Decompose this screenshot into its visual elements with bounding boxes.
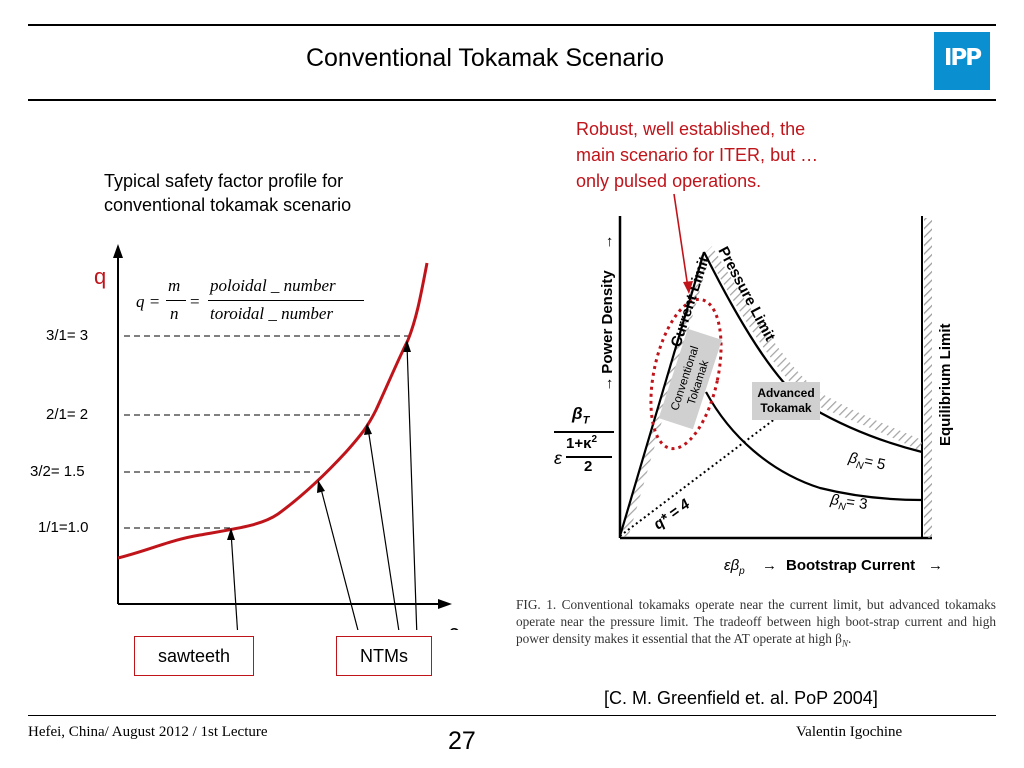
beta-t-bar: [554, 431, 614, 433]
ntm-arrow-2: [367, 427, 400, 630]
q-profile-curve: [117, 262, 429, 560]
formula-lhs: q =: [136, 292, 161, 311]
scenario-note: Robust, well established, the main scena…: [576, 116, 906, 194]
ntms-callout: NTMs: [336, 636, 432, 676]
scenario-note-line3: only pulsed operations.: [576, 171, 762, 191]
beta-t-label: βT: [572, 404, 590, 427]
pressure-limit-hatch: [706, 246, 922, 452]
diagram-x-axis-label-prefix: εβp: [724, 557, 745, 577]
epsilon-label: ε: [554, 448, 562, 468]
q-profile-plot: q ρ: [94, 244, 461, 630]
y-axis-arrow: [113, 244, 123, 258]
ipp-logo: IPP: [934, 32, 990, 90]
formula-den2: toroidal _ number: [210, 304, 334, 323]
slide-title: Conventional Tokamak Scenario: [305, 44, 665, 72]
formula-eq: =: [190, 292, 200, 311]
figure-caption: FIG. 1. Conventional tokamaks operate ne…: [516, 597, 996, 649]
profile-caption-line2: conventional tokamak scenario: [104, 195, 352, 215]
ntm-arrow-3: [406, 344, 418, 630]
diagram-x-axis-label: Bootstrap Current: [786, 557, 915, 574]
note-pointer: [673, 193, 693, 294]
formula-num1: m: [168, 276, 181, 295]
x-axis-arrow-glyph-2: →: [928, 557, 943, 574]
ntm-arrowhead-2: [364, 423, 372, 435]
top-rule: [28, 24, 996, 26]
operating-space-diagram: Conventional Tokamak Advanced Tokamak Cu…: [599, 216, 954, 577]
kappa-bar: [566, 456, 612, 458]
level-label-1-5: 3/2= 1.5: [30, 463, 85, 480]
current-limit-hatch: [620, 252, 710, 538]
ntm-arrow-1-5: [319, 484, 359, 630]
kappa-den: 2: [584, 458, 593, 475]
level-label-2: 2/1= 2: [46, 406, 89, 423]
advanced-label-line2: Tokamak: [760, 401, 811, 415]
profile-caption-line1: Typical safety factor profile for: [104, 171, 344, 191]
advanced-label-line1: Advanced: [757, 386, 814, 400]
equilibrium-limit-label: Equilibrium Limit: [937, 323, 954, 446]
x-axis-arrow: [438, 599, 452, 609]
sawteeth-callout: sawteeth: [134, 636, 254, 676]
footer-rule: [28, 715, 996, 716]
beta-normalization-label: βT ε 1+κ2 2: [540, 400, 616, 484]
formula-bar2: [208, 300, 364, 301]
citation: [C. M. Greenfield et. al. PoP 2004]: [604, 688, 878, 708]
sawteeth-arrowhead: [227, 528, 235, 540]
page-number: 27: [448, 727, 476, 755]
conventional-box: [658, 328, 722, 430]
current-limit-line: [618, 251, 706, 537]
footer-left: Hefei, China/ August 2012 / 1st Lecture: [28, 724, 268, 740]
profile-caption: Typical safety factor profile for conven…: [104, 169, 434, 217]
betaN3-label: βN= 3: [828, 491, 869, 516]
ntm-arrowhead-3: [403, 340, 411, 352]
conventional-ellipse: [649, 297, 723, 451]
sawteeth-arrow: [230, 531, 239, 630]
header-rule: [28, 99, 996, 101]
diagram-y-axis-label: Power Density: [599, 270, 616, 374]
advanced-box: [752, 382, 820, 420]
y-axis-arrow-glyph-top: →: [599, 235, 616, 250]
q4-label: q* = 4: [650, 495, 693, 533]
equilibrium-hatch: [924, 218, 932, 538]
y-axis-arrow-glyph: →: [599, 377, 616, 392]
footer-author: Valentin Igochine: [796, 724, 903, 740]
y-axis-label: q: [94, 264, 106, 289]
ntm-arrowhead-1-5: [317, 480, 325, 493]
kappa-label: 1+κ2: [566, 434, 598, 452]
scenario-note-line2: main scenario for ITER, but …: [576, 145, 819, 165]
formula-num2: poloidal _ number: [210, 276, 336, 295]
x-axis-label: ρ: [448, 620, 461, 630]
q-formula: q = m n = poloidal _ number toroidal _ n…: [136, 276, 376, 328]
scenario-note-line1: Robust, well established, the: [576, 119, 806, 139]
level-label-3: 3/1= 3: [46, 327, 89, 344]
betaN3-curve: [705, 391, 923, 502]
betaN5-label: βN= 5: [846, 449, 887, 476]
level-label-1: 1/1=1.0: [38, 519, 89, 536]
formula-den1: n: [170, 304, 179, 323]
formula-bar1: [166, 300, 186, 301]
x-axis-arrow-glyph-1: →: [762, 557, 777, 574]
q4-line: [619, 405, 793, 537]
